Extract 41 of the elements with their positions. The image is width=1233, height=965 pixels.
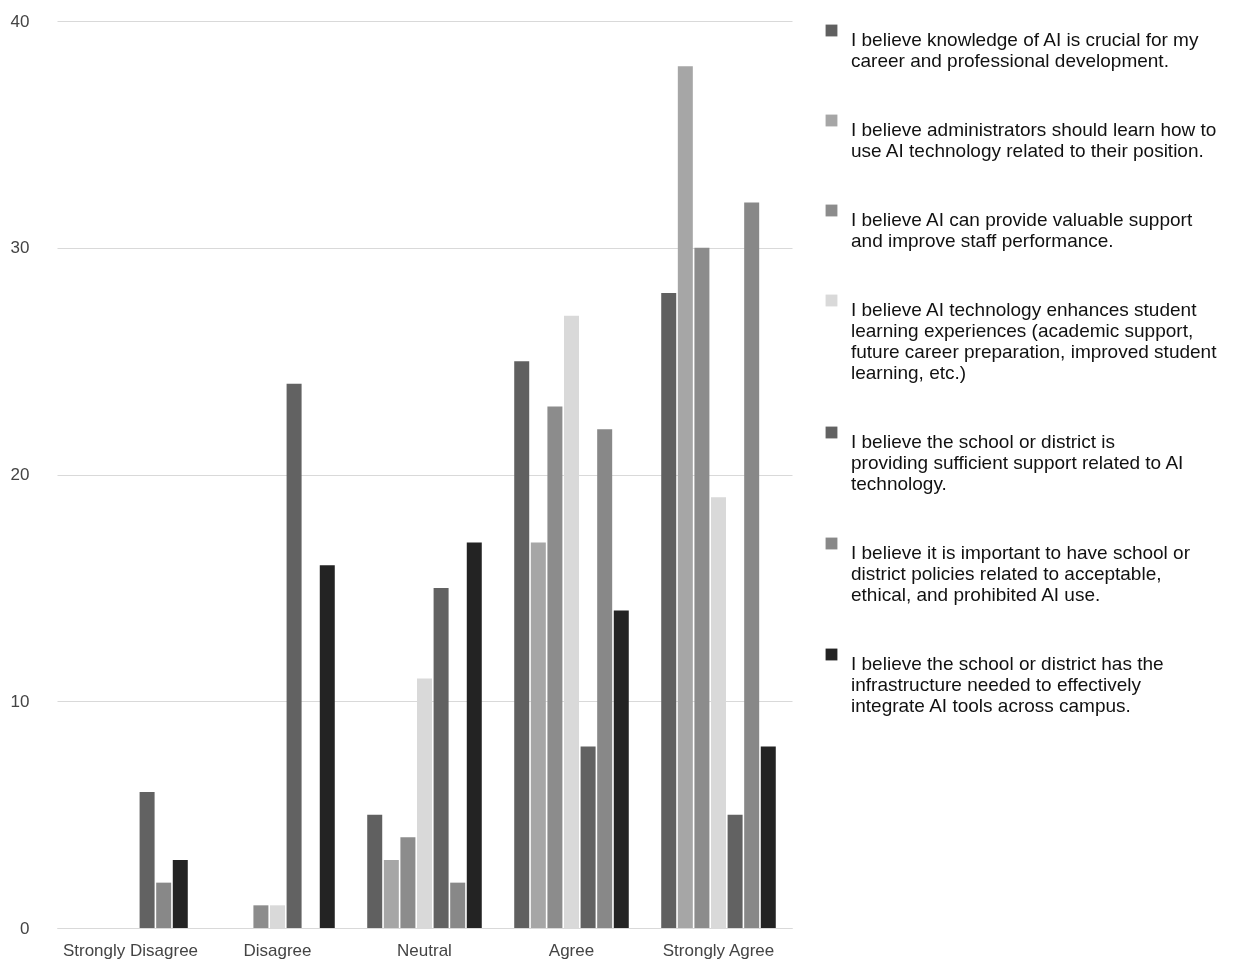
bar — [450, 882, 466, 928]
y-tick-label: 30 — [10, 238, 30, 258]
bar — [661, 293, 677, 928]
bar — [172, 859, 188, 928]
bar — [580, 746, 596, 928]
y-tick-label: 10 — [10, 691, 30, 711]
legend-label: I believe it is important to have school or district policies related to acceptable, ethical, and prohibited AI use. — [851, 541, 1191, 605]
bar — [433, 587, 449, 928]
x-tick-label: Neutral — [397, 940, 452, 960]
bar — [466, 542, 482, 928]
bar — [744, 202, 760, 928]
x-tick-label: Strongly Agree — [662, 940, 775, 960]
bar — [613, 610, 629, 928]
bar — [253, 905, 269, 928]
bar — [367, 814, 383, 928]
x-tick-label: Agree — [548, 940, 595, 960]
y-tick-label: 40 — [10, 11, 30, 31]
legend-label: I believe knowledge of AI is crucial for my career and professional development. — [851, 28, 1199, 71]
bar — [547, 406, 563, 928]
bar — [677, 66, 693, 928]
bar — [139, 791, 155, 928]
y-tick-label: 0 — [20, 918, 30, 938]
bar — [530, 542, 546, 928]
legend-label: I believe administrators should learn how to use AI technology related to their position. — [851, 118, 1217, 161]
legend-label: I believe AI can provide valuable support and improve staff performance. — [851, 208, 1193, 251]
bar — [727, 814, 743, 928]
bar — [400, 837, 416, 928]
bar — [319, 565, 335, 928]
bar — [383, 859, 399, 928]
bar — [514, 361, 530, 928]
bar — [760, 746, 776, 928]
bar — [694, 247, 710, 928]
legend-label: I believe AI technology enhances student learning experiences (academic support, future career preparation, improved student learning, etc.) — [851, 298, 1218, 383]
x-tick-label: Disagree — [243, 940, 312, 960]
legend-label: I believe the school or district is providing sufficient support related to AI technology. — [851, 430, 1184, 494]
bar — [597, 429, 613, 928]
y-tick-label: 20 — [10, 465, 30, 484]
legend-label: I believe the school or district has the infrastructure needed to effectively integrate AI tools across campus. — [851, 652, 1164, 716]
bar — [286, 383, 302, 928]
bar — [156, 882, 172, 928]
x-tick-label: Strongly Disagree — [62, 940, 199, 960]
